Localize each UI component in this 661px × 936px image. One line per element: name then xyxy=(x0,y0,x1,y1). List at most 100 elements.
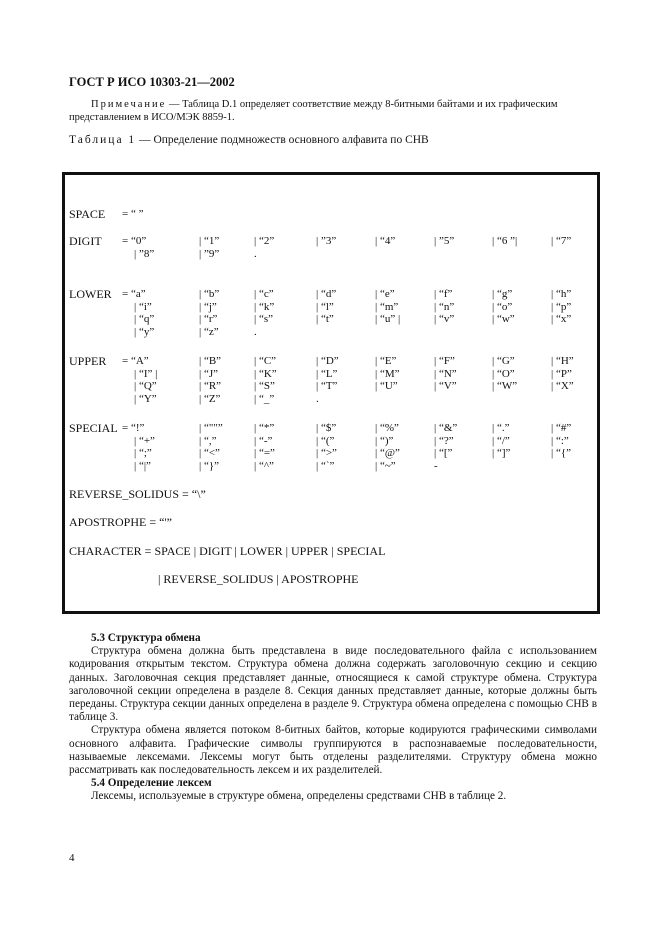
table-cell: | “t” xyxy=(316,313,334,326)
table-cell: | “u” | xyxy=(375,313,401,326)
table-cell: | “Y” xyxy=(134,392,157,405)
table-cell: | “+” xyxy=(134,434,155,447)
table-cell: | “(” xyxy=(316,434,335,447)
table-cell: | ”5” xyxy=(434,235,455,247)
table-cell: | “j” xyxy=(199,300,217,313)
table-cell: | “b” xyxy=(199,288,220,300)
table-cell: | “I” | xyxy=(134,367,158,380)
table-cell: | “M” xyxy=(375,367,400,380)
table-cell: | “$” xyxy=(316,422,337,434)
note-text: — Таблица D.1 определяет соответствие ме… xyxy=(69,99,558,123)
table-cell: | “P” xyxy=(551,367,572,380)
table-cell: | “?” xyxy=(434,434,454,447)
table-cell: | “""” xyxy=(199,422,223,434)
table-caption: Таблица 1 — Определение подмножеств осно… xyxy=(69,134,429,146)
table-cell: | “p” xyxy=(551,300,572,313)
table-cell: | “e” xyxy=(375,288,395,300)
note-label: Примечание xyxy=(91,99,167,110)
table-cell: | “*” xyxy=(254,422,275,434)
table-cell: | “m” xyxy=(375,300,399,313)
table-cell: | “o” xyxy=(492,300,513,313)
reverse-solidus-def: REVERSE_SOLIDUS = “\” xyxy=(69,487,206,501)
table-cell: | “/” xyxy=(492,434,510,447)
table-cell: | “Z” xyxy=(199,392,221,405)
table-cell: | “6 ”| xyxy=(492,235,518,247)
table-cell: | “n” xyxy=(434,300,455,313)
table-cell: | “l” xyxy=(316,300,334,313)
character-def-continued: | REVERSE_SOLIDUS | APOSTROPHE xyxy=(158,572,359,586)
table-cell: | “=” xyxy=(254,447,275,460)
table-cell: = “0” xyxy=(122,235,147,247)
paragraph: Лексемы, используемые в структуре обмена… xyxy=(91,790,507,803)
table-cell: | “)” xyxy=(375,434,394,447)
table-cell: | “|” xyxy=(134,459,151,472)
table-cell: | “S” xyxy=(254,380,275,393)
document-header: ГОСТ Р ИСО 10303-21—2002 xyxy=(69,75,235,89)
table-cell: | “@” xyxy=(375,447,400,460)
table-cell: | “&” xyxy=(434,422,458,434)
table-cell: | “X” xyxy=(551,380,574,393)
table-cell: | “w” xyxy=(492,313,515,326)
table-cell: | “V” xyxy=(434,380,457,393)
table-cell: | “d” xyxy=(316,288,337,300)
table-cell: | “U” xyxy=(375,380,398,393)
section-title: 5.3 Структура обмена xyxy=(91,632,201,644)
table-cell: | “7” xyxy=(551,235,572,247)
table-cell: | “k” xyxy=(254,300,275,313)
section-5-3: 5.3 Структура обмена Структура обмена до… xyxy=(69,632,597,804)
table-cell: | “[” xyxy=(434,447,453,460)
table-cell: | “O” xyxy=(492,367,515,380)
table-cell: | “f” xyxy=(434,288,453,300)
table-cell: | “`” xyxy=(316,459,335,472)
table-cell: = “!” xyxy=(122,422,145,434)
table-cell: | ”8” xyxy=(134,247,155,260)
note: Примечание — Таблица D.1 определяет соот… xyxy=(69,98,597,124)
table-caption-label: Таблица 1 xyxy=(69,134,137,146)
table-cell: . xyxy=(254,325,257,338)
table-cell: | “#” xyxy=(551,422,572,434)
table-cell: | “y” xyxy=(134,325,155,338)
row-label-upper: UPPER xyxy=(69,354,107,368)
row-label-special: SPECIAL xyxy=(69,421,118,435)
table-cell: | “v” xyxy=(434,313,455,326)
table-cell: | “^” xyxy=(254,459,274,472)
table-cell: | “h” xyxy=(551,288,572,300)
paragraph: Структура обмена является потоком 8-битн… xyxy=(69,724,597,777)
table-cell: . xyxy=(254,247,257,260)
row-label-lower: LOWER xyxy=(69,287,112,301)
table-cell: | “~” xyxy=(375,459,396,472)
table-cell: | “R” xyxy=(199,380,222,393)
table-cell: | “_” xyxy=(254,392,275,405)
table-cell: | “2” xyxy=(254,235,275,247)
table-cell: | “z” xyxy=(199,325,219,338)
table-cell: | “F” xyxy=(434,355,455,367)
table-cell: | “x” xyxy=(551,313,572,326)
table-cell: . xyxy=(316,392,319,405)
table-cell: | “K” xyxy=(254,367,277,380)
table-cell: | “c” xyxy=(254,288,274,300)
table-cell: | “%” xyxy=(375,422,399,434)
table-cell: | ”9” xyxy=(199,247,220,260)
table-cell: | “1” xyxy=(199,235,220,247)
table-cell: - xyxy=(434,459,438,472)
table-cell: | “}” xyxy=(199,459,219,472)
table-cell: | “{” xyxy=(551,447,571,460)
table-cell: | ”3” xyxy=(316,235,337,247)
table-cell: | “:” xyxy=(551,434,569,447)
table-cell: | “q” xyxy=(134,313,155,326)
table-cell: | “]” xyxy=(492,447,511,460)
table-cell: | “<” xyxy=(199,447,220,460)
section-title: 5.4 Определение лексем xyxy=(91,777,212,790)
table-cell: | “i” xyxy=(134,300,152,313)
table-cell: = “a” xyxy=(122,288,146,300)
table-cell: | “Q” xyxy=(134,380,157,393)
table-box xyxy=(62,172,600,614)
table-cell: | “4” xyxy=(375,235,396,247)
table-caption-text: — Определение подмножеств основного алфа… xyxy=(136,134,429,146)
row-label-space: SPACE xyxy=(69,207,106,221)
table-cell: | “>” xyxy=(316,447,337,460)
table-cell: | “;” xyxy=(134,447,152,460)
table-cell: | “E” xyxy=(375,355,397,367)
table-cell: = “A” xyxy=(122,355,149,367)
